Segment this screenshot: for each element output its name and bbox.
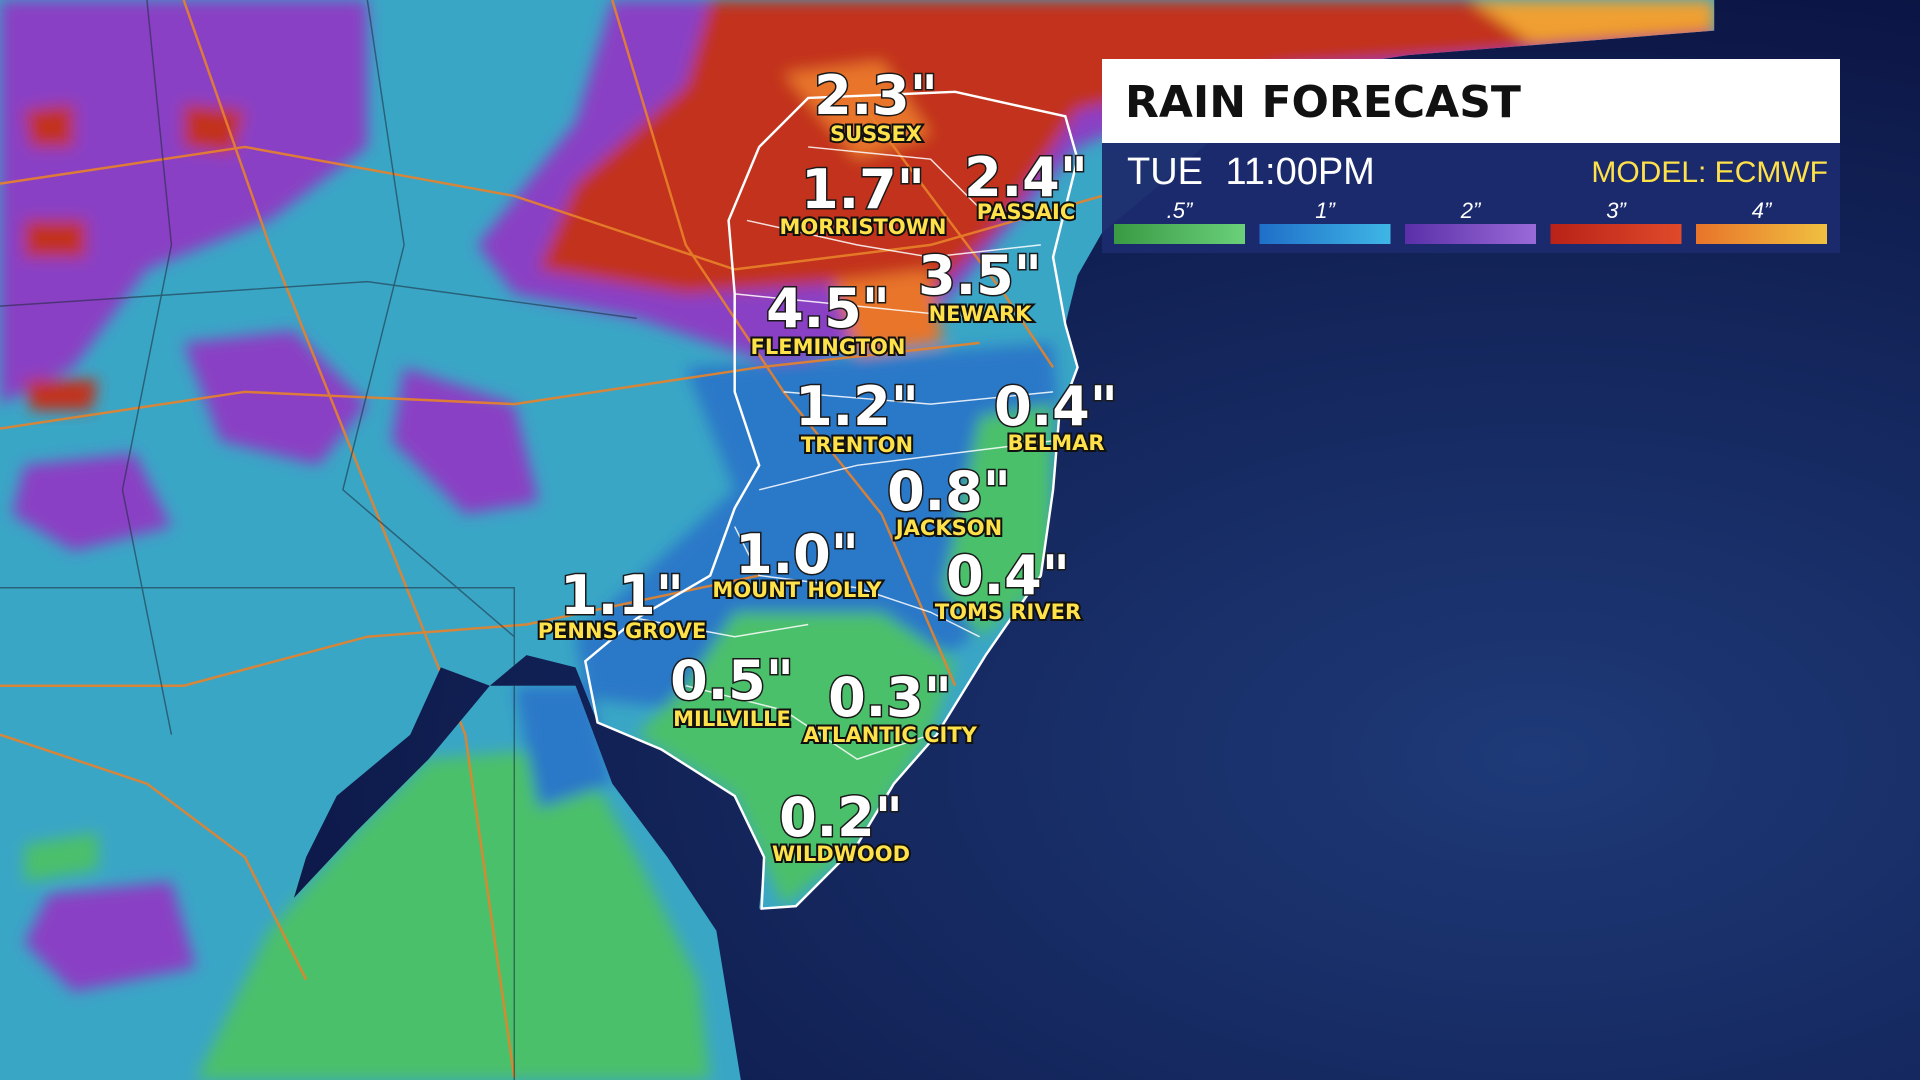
model: MODEL: ECMWF [1591,156,1828,189]
city-name: FLEMINGTON [751,335,906,359]
legend: .5” 1” 2” 3” 4” [1114,198,1827,244]
legend-swatch [1696,224,1827,244]
city-name: WILDWOOD [772,842,910,866]
legend-label: 2” [1460,198,1482,223]
legend-label: 1” [1315,198,1336,223]
legend-label: 4” [1752,198,1773,223]
time: TUE 11:00PM [1127,151,1375,193]
location-labels: 2.3"SUSSEX 1.7"MORRISTOWN 2.4"PASSAIC 3.5"N… [536,63,1120,869]
rain-amount: 1.0" [735,523,859,586]
city-name: PASSAIC [977,200,1076,224]
legend-swatch [1405,224,1536,244]
rain-amount: 0.8" [887,460,1011,523]
title-panel [1102,59,1840,143]
city-name: JACKSON [894,516,1002,540]
rain-amount: 1.2" [795,375,919,438]
city-name: ATLANTIC CITY [803,723,978,747]
rain-amount: 0.5" [670,649,794,712]
rain-amount: 0.4" [994,375,1118,438]
city-name: TOMS RIVER [935,600,1081,624]
rain-amount: 0.2" [779,786,903,849]
rain-amount: 3.5" [918,244,1042,307]
legend-swatch [1550,224,1682,244]
title: RAIN FORECAST [1125,77,1521,128]
rain-amount: 0.4" [946,544,1070,607]
legend-swatch [1259,224,1391,244]
city-name: MORRISTOWN [780,215,947,239]
legend-label: .5” [1167,198,1194,223]
header: RAIN FORECAST TUE 11:00PM MODEL: ECMWF [1102,59,1840,253]
city-name: BELMAR [1007,431,1104,455]
legend-label: 3” [1606,198,1627,223]
rain-amount: 1.7" [801,158,925,221]
rain-amount: 2.3" [814,64,938,127]
city-name: TRENTON [801,433,913,457]
rain-amount: 4.5" [766,277,890,340]
city-name: MILLVILLE [673,707,791,731]
city-name: MOUNT HOLLY [712,578,882,602]
rain-amount: 0.3" [828,666,952,729]
legend-swatch [1114,224,1245,244]
city-name: PENNS GROVE [538,619,707,643]
city-name: SUSSEX [830,122,922,146]
city-name: NEWARK [929,302,1033,326]
rain-amount: 2.4" [964,146,1088,209]
rain-amount: 1.1" [560,564,684,627]
